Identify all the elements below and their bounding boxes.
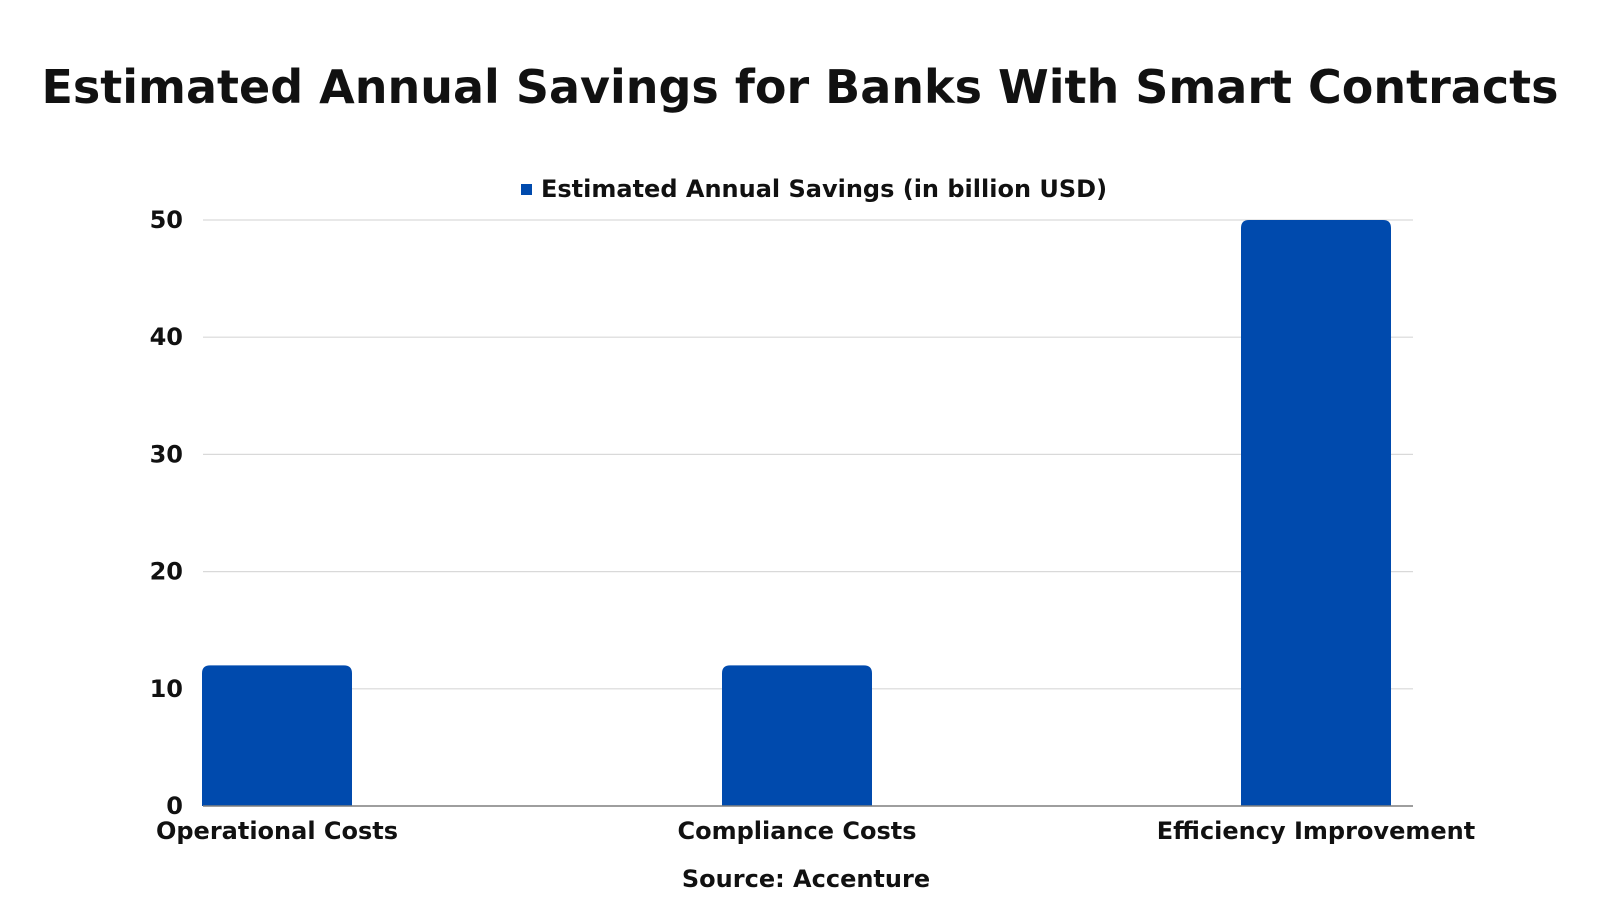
x-category-label: Compliance Costs bbox=[677, 817, 916, 845]
y-tick-label: 50 bbox=[150, 206, 183, 234]
bar-operational-costs bbox=[202, 665, 352, 806]
bar-efficiency-improvement bbox=[1241, 220, 1391, 806]
bar-compliance-costs bbox=[722, 665, 872, 806]
y-tick-label: 30 bbox=[150, 440, 183, 468]
x-category-label: Efficiency Improvement bbox=[1157, 817, 1475, 845]
y-tick-label: 20 bbox=[150, 558, 183, 586]
x-axis-labels: Operational Costs Compliance Costs Efficie… bbox=[156, 817, 1475, 845]
chart-title: Estimated Annual Savings for Banks With … bbox=[42, 60, 1559, 114]
legend-label: Estimated Annual Savings (in billion USD… bbox=[541, 175, 1107, 203]
y-tick-label: 10 bbox=[150, 675, 183, 703]
y-axis-ticks: 0 10 20 30 40 50 bbox=[150, 206, 183, 820]
legend: Estimated Annual Savings (in billion USD… bbox=[521, 175, 1107, 203]
y-tick-label: 40 bbox=[150, 323, 183, 351]
bars bbox=[202, 220, 1391, 806]
source-note: Source: Accenture bbox=[682, 865, 930, 893]
gridlines bbox=[203, 219, 1413, 690]
y-tick-label: 0 bbox=[166, 792, 183, 820]
x-category-label: Operational Costs bbox=[156, 817, 398, 845]
legend-swatch bbox=[521, 184, 532, 195]
